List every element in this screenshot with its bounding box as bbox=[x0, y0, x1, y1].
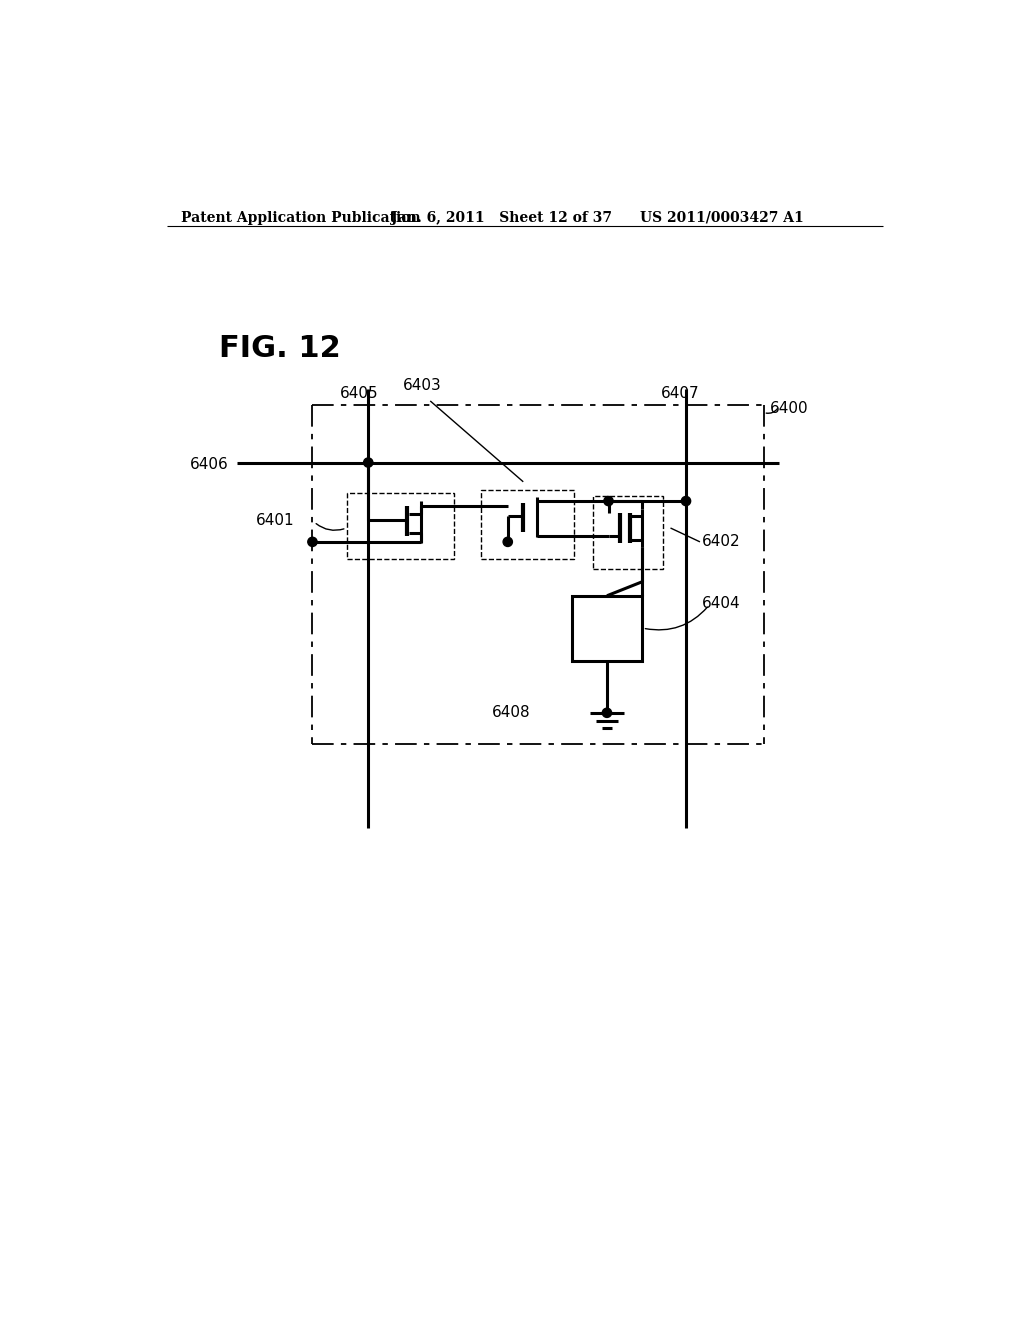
Circle shape bbox=[604, 496, 613, 506]
Text: 6402: 6402 bbox=[701, 535, 740, 549]
Text: US 2011/0003427 A1: US 2011/0003427 A1 bbox=[640, 211, 803, 224]
Bar bbox=[572, 595, 642, 661]
Circle shape bbox=[308, 537, 317, 546]
Text: 6403: 6403 bbox=[403, 379, 442, 393]
Bar bbox=[593, 496, 663, 569]
Text: Patent Application Publication: Patent Application Publication bbox=[180, 211, 420, 224]
Text: 6408: 6408 bbox=[493, 705, 530, 721]
Text: 6400: 6400 bbox=[770, 401, 808, 416]
Circle shape bbox=[364, 458, 373, 467]
Text: Jan. 6, 2011   Sheet 12 of 37: Jan. 6, 2011 Sheet 12 of 37 bbox=[391, 211, 612, 224]
Text: 6407: 6407 bbox=[660, 385, 699, 401]
Circle shape bbox=[602, 708, 611, 718]
Text: 6404: 6404 bbox=[701, 595, 740, 611]
Text: 6401: 6401 bbox=[256, 512, 295, 528]
Bar bbox=[480, 490, 573, 558]
Bar bbox=[346, 494, 454, 558]
Text: 6405: 6405 bbox=[340, 385, 378, 401]
Text: FIG. 12: FIG. 12 bbox=[219, 334, 341, 363]
Circle shape bbox=[681, 496, 690, 506]
Text: 6406: 6406 bbox=[190, 457, 228, 473]
Circle shape bbox=[503, 537, 512, 546]
